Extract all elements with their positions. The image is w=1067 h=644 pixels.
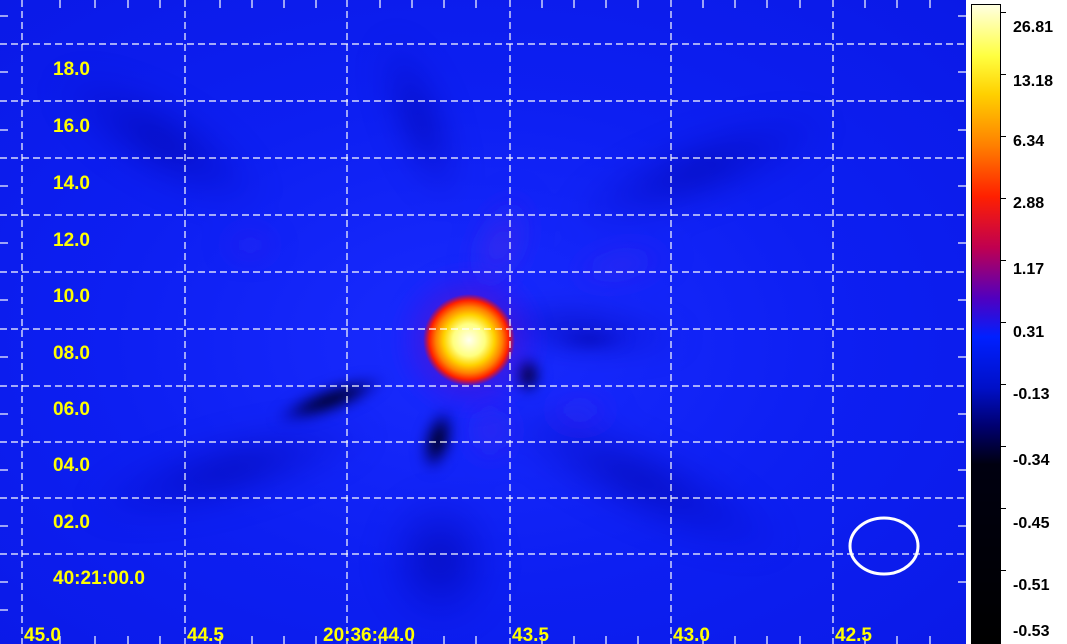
dec-label: 14.0	[53, 173, 90, 194]
bright-source	[423, 294, 515, 386]
ra-label: 45.0	[24, 625, 61, 644]
beam-ellipse	[848, 516, 920, 576]
axis-ticks	[0, 0, 966, 644]
dec-label: 02.0	[53, 512, 90, 533]
sky-map-panel[interactable]: 18.0 16.0 14.0 12.0 10.0 08.0 06.0 04.0 …	[0, 0, 966, 644]
coordinate-grid	[0, 0, 966, 644]
dec-label: 18.0	[53, 59, 90, 80]
dec-label: 16.0	[53, 116, 90, 137]
colorbar-tick	[1001, 74, 1006, 75]
colorbar-tick	[1001, 322, 1006, 323]
colorbar-tick	[1001, 12, 1006, 13]
ra-label: 42.5	[835, 625, 872, 644]
colorbar-label: -0.51	[1013, 577, 1050, 594]
colorbar-panel: 26.81 13.18 6.34 2.88 1.17 0.31 -0.13 -0…	[966, 0, 1067, 644]
ra-label: 20:36:44.0	[323, 625, 415, 644]
colorbar-tick	[1001, 136, 1006, 137]
colorbar-label: 13.18	[1013, 73, 1054, 90]
dec-label: 12.0	[53, 230, 90, 251]
colorbar-tick	[1001, 384, 1006, 385]
colorbar-label: -0.53	[1013, 623, 1050, 640]
colorbar-label: -0.34	[1013, 452, 1050, 469]
colorbar-label: 26.81	[1013, 19, 1054, 36]
ra-label: 43.0	[673, 625, 710, 644]
ra-label: 43.5	[512, 625, 549, 644]
colorbar-label: 1.17	[1013, 261, 1045, 278]
colorbar-label: 2.88	[1013, 195, 1045, 212]
colorbar-tick	[1001, 260, 1006, 261]
colorbar-tick	[1001, 446, 1006, 447]
ra-label: 44.5	[187, 625, 224, 644]
colorbar-label: 6.34	[1013, 133, 1045, 150]
colorbar-label: -0.13	[1013, 386, 1050, 403]
dec-label: 08.0	[53, 343, 90, 364]
colorbar-scale[interactable]	[971, 4, 1001, 644]
colorbar-tick	[1001, 570, 1006, 571]
colorbar-label: -0.45	[1013, 515, 1050, 532]
dec-label: 40:21:00.0	[53, 568, 145, 589]
sky-map-image[interactable]	[0, 0, 966, 644]
colorbar-tick	[1001, 198, 1006, 199]
dec-label: 10.0	[53, 286, 90, 307]
dec-label: 06.0	[53, 399, 90, 420]
dec-label: 04.0	[53, 455, 90, 476]
colorbar-tick	[1001, 508, 1006, 509]
colorbar-label: 0.31	[1013, 324, 1045, 341]
